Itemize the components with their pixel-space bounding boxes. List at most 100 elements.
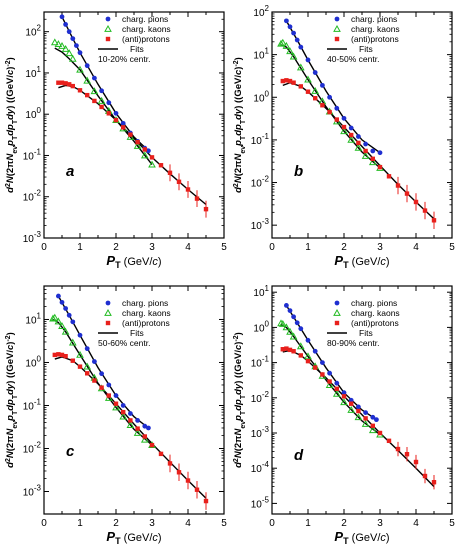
pion-point	[341, 115, 347, 121]
pion-point	[92, 75, 97, 81]
proton-point	[106, 393, 111, 398]
centrality-label: 10-20% centr.	[98, 54, 150, 64]
y-tick-label: 10-2	[251, 390, 270, 405]
pion-point	[113, 110, 119, 116]
proton-point	[77, 88, 83, 93]
pion-point	[99, 371, 104, 377]
pion-point	[92, 359, 97, 364]
kaon-point	[61, 44, 70, 52]
proton-point	[85, 92, 90, 98]
proton-point	[386, 174, 392, 179]
x-tick-label: 5	[221, 242, 227, 253]
kaon-point	[90, 87, 99, 95]
proton-point	[176, 179, 182, 185]
proton-point	[334, 117, 339, 122]
proton-point	[63, 353, 68, 359]
kaon-point	[61, 327, 70, 335]
panel-letter: d	[294, 447, 304, 464]
proton-point	[142, 147, 147, 152]
pion-point	[63, 22, 68, 27]
panel-letter: a	[66, 163, 74, 180]
x-tick-label: 0	[41, 518, 47, 529]
pion-point	[84, 63, 90, 69]
pion-point	[99, 88, 104, 94]
pion-point	[127, 411, 133, 416]
y-tick-label: 10-1	[23, 147, 42, 162]
x-tick-label: 2	[341, 242, 347, 253]
panel-letter: b	[294, 163, 303, 180]
kaon-point	[347, 405, 356, 413]
y-tick-label: 101	[253, 47, 269, 62]
proton-point	[291, 349, 296, 354]
proton-point	[356, 408, 361, 414]
kaon-point	[54, 317, 63, 325]
x-tick-label: 2	[113, 242, 119, 253]
x-tick-label: 2	[113, 518, 119, 529]
proton-point	[370, 156, 375, 162]
y-tick-label: 102	[25, 24, 41, 39]
proton-point	[356, 140, 361, 146]
x-tick-label: 4	[185, 518, 191, 529]
y-tick-label: 100	[25, 354, 41, 369]
y-tick-label: 10-1	[251, 355, 270, 370]
pion-point	[142, 423, 148, 429]
proton-point	[70, 83, 75, 89]
proton-point	[52, 352, 57, 358]
legend-label: charg. kaons	[351, 308, 400, 318]
proton-point	[77, 364, 83, 369]
y-tick-label: 100	[253, 319, 269, 334]
pion-point	[334, 380, 340, 386]
kaon-point	[278, 38, 287, 46]
pion-point	[348, 397, 354, 403]
x-tick-label: 1	[77, 242, 83, 253]
legend-kaon-symbol	[104, 24, 112, 32]
kaon-point	[304, 352, 312, 360]
legend-kaon-symbol	[104, 308, 112, 316]
centrality-label: 50-60% centr.	[98, 338, 150, 348]
x-tick-label: 3	[377, 242, 383, 253]
pion-point	[287, 24, 293, 30]
x-tick-label: 3	[149, 518, 155, 529]
pion-point	[287, 308, 293, 314]
panel-letter: c	[66, 443, 75, 460]
proton-point	[370, 423, 375, 429]
proton-point	[142, 434, 147, 439]
kaon-point	[325, 381, 334, 388]
pion-point	[120, 403, 126, 408]
proton-point	[334, 386, 339, 392]
kaon-point	[49, 314, 57, 322]
kaon-point	[148, 160, 156, 168]
legend-label: charg. kaons	[122, 24, 171, 34]
kaon-point	[340, 127, 348, 135]
x-axis-label: PT (GeV/c)	[334, 529, 389, 546]
proton-point	[158, 451, 164, 457]
proton-point	[349, 401, 354, 406]
pion-point	[356, 404, 361, 410]
kaon-point	[368, 158, 377, 166]
legend-label: (anti)protons	[351, 34, 399, 44]
proton-point	[431, 480, 437, 485]
x-tick-label: 2	[341, 518, 347, 529]
pion-point	[84, 346, 90, 352]
kaon-point	[133, 141, 142, 149]
legend-pion-symbol	[334, 16, 340, 22]
proton-point	[167, 170, 173, 176]
kaon-point	[354, 143, 363, 151]
pion-point	[56, 293, 61, 299]
pion-point	[334, 105, 340, 111]
kaon-point	[126, 421, 135, 428]
x-tick-label: 1	[305, 518, 311, 529]
proton-point	[287, 78, 293, 84]
kaon-point	[296, 63, 305, 71]
kaon-point	[58, 322, 66, 330]
kaon-point	[83, 362, 92, 370]
kaon-point	[65, 49, 74, 57]
proton-point	[363, 148, 368, 154]
proton-point	[363, 416, 368, 421]
pion-point	[291, 314, 296, 320]
x-tick-label: 3	[149, 242, 155, 253]
legend-label: Fits	[130, 328, 144, 338]
fit-curve	[58, 84, 207, 206]
